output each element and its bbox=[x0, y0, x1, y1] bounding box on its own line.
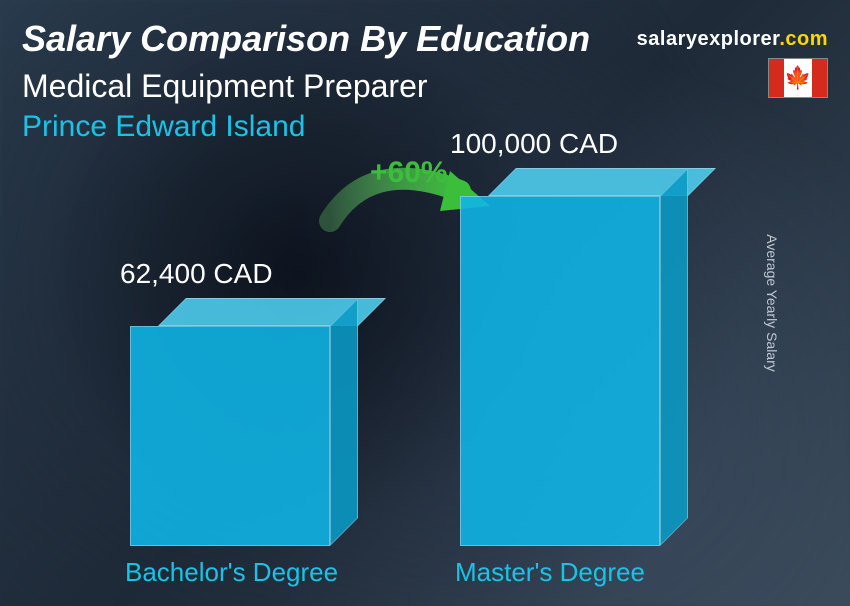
infographic-canvas: Salary Comparison By Education Medical E… bbox=[0, 0, 850, 606]
bar-front-face bbox=[460, 196, 660, 546]
percent-increase: +60% bbox=[370, 156, 448, 190]
bar-value-masters: 100,000 CAD bbox=[450, 128, 618, 160]
country-flag-canada: 🍁 bbox=[768, 58, 828, 98]
flag-stripe-left bbox=[769, 59, 784, 97]
bar-front-face bbox=[130, 326, 330, 546]
brand-name: salaryexplorer bbox=[637, 28, 780, 50]
brand-logo: salaryexplorer.com bbox=[637, 28, 828, 51]
flag-stripe-right bbox=[812, 59, 827, 97]
bar-bachelors bbox=[130, 298, 358, 546]
brand-suffix: .com bbox=[779, 28, 828, 50]
bar-label-bachelors: Bachelor's Degree bbox=[125, 557, 338, 588]
bar-value-bachelors: 62,400 CAD bbox=[120, 258, 273, 290]
job-title: Medical Equipment Preparer bbox=[22, 68, 428, 105]
bar-label-masters: Master's Degree bbox=[455, 557, 645, 588]
region-label: Prince Edward Island bbox=[22, 110, 305, 144]
flag-center: 🍁 bbox=[784, 59, 812, 97]
maple-leaf-icon: 🍁 bbox=[784, 67, 811, 89]
bar-chart: +60% 62,400 CAD Bachelor's Degree 100,00… bbox=[0, 146, 850, 606]
bar-masters bbox=[460, 168, 688, 546]
bar-side-face bbox=[660, 168, 688, 546]
page-title: Salary Comparison By Education bbox=[22, 18, 590, 60]
bar-side-face bbox=[330, 298, 358, 546]
